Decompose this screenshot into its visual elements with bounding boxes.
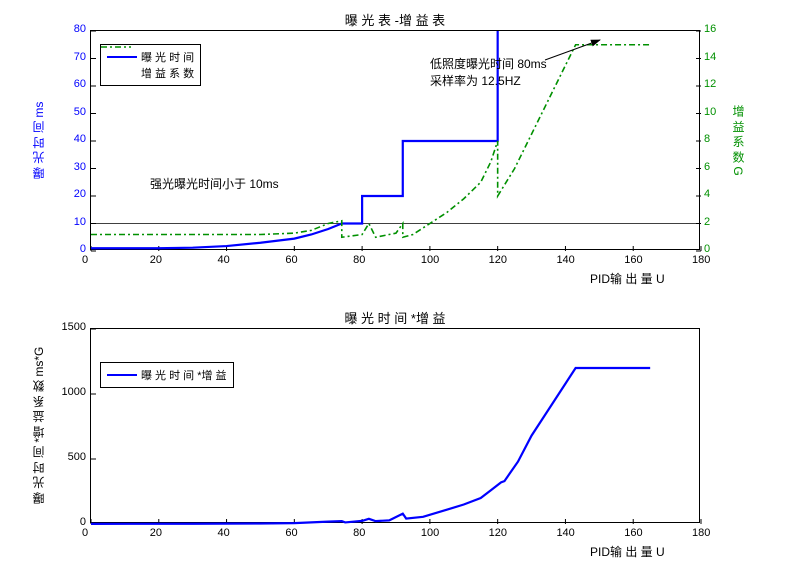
x-tick-label: 120 <box>489 254 507 266</box>
chart1-ylabel-right: 增 益 系 数 G <box>730 30 747 250</box>
x-tick-label: 60 <box>285 254 297 266</box>
chart2-ylabel-left: 曝 光 时 间 *增 益 系 数 ms*G <box>30 328 47 523</box>
legend-label: 曝 光 时 间 <box>141 49 194 65</box>
chart1-legend: 曝 光 时 间增 益 系 数 <box>100 44 201 86</box>
y-left-tick-label: 70 <box>74 51 86 63</box>
y-left-tick-label: 60 <box>74 78 86 90</box>
x-tick-label: 60 <box>285 527 297 539</box>
chart2-legend: 曝 光 时 间 *增 益 <box>100 362 234 388</box>
x-tick-label: 80 <box>353 527 365 539</box>
chart2-xlabel: PID输 出 量 U <box>590 543 665 560</box>
y-right-tick-label: 16 <box>704 23 716 35</box>
y-left-tick-label: 50 <box>74 106 86 118</box>
y-left-tick-label: 80 <box>74 23 86 35</box>
y-left-tick-label: 1000 <box>62 386 86 398</box>
y-left-tick-label: 30 <box>74 161 86 173</box>
x-tick-label: 180 <box>692 254 710 266</box>
y-left-tick-label: 10 <box>74 216 86 228</box>
x-tick-label: 0 <box>82 254 88 266</box>
y-right-tick-label: 14 <box>704 51 716 63</box>
x-tick-label: 180 <box>692 527 710 539</box>
y-right-tick-label: 10 <box>704 106 716 118</box>
y-left-tick-label: 0 <box>80 516 86 528</box>
y-left-tick-label: 20 <box>74 188 86 200</box>
y-left-tick-label: 1500 <box>62 321 86 333</box>
y-right-tick-label: 0 <box>704 243 710 255</box>
x-tick-label: 140 <box>556 527 574 539</box>
x-tick-label: 160 <box>624 527 642 539</box>
chart1-title: 曝 光 表 -增 益 表 <box>90 10 700 29</box>
x-tick-label: 20 <box>150 527 162 539</box>
y-right-tick-label: 6 <box>704 161 710 173</box>
y-right-tick-label: 2 <box>704 216 710 228</box>
x-tick-label: 80 <box>353 254 365 266</box>
legend-item: 增 益 系 数 <box>107 65 194 81</box>
legend-item: 曝 光 时 间 *增 益 <box>107 367 227 383</box>
y-right-tick-label: 8 <box>704 133 710 145</box>
x-tick-label: 40 <box>218 527 230 539</box>
x-tick-label: 0 <box>82 527 88 539</box>
annotation-text: 强光曝光时间小于 10ms <box>150 175 279 192</box>
x-tick-label: 20 <box>150 254 162 266</box>
y-left-tick-label: 40 <box>74 133 86 145</box>
legend-label: 增 益 系 数 <box>141 65 194 81</box>
x-tick-label: 160 <box>624 254 642 266</box>
chart2-plot-area <box>90 328 700 523</box>
y-right-tick-label: 4 <box>704 188 710 200</box>
series-曝光时间*增益 <box>91 368 650 524</box>
chart1-ylabel-left: 曝 光 时 间 ms <box>30 30 47 250</box>
annotation-text: 采样率为 12.5HZ <box>430 72 521 89</box>
y-left-tick-label: 500 <box>68 451 86 463</box>
annotation-text: 低照度曝光时间 80ms <box>430 55 547 72</box>
x-tick-label: 40 <box>218 254 230 266</box>
x-tick-label: 100 <box>421 254 439 266</box>
x-tick-label: 100 <box>421 527 439 539</box>
legend-label: 曝 光 时 间 *增 益 <box>141 367 227 383</box>
x-tick-label: 140 <box>556 254 574 266</box>
chart2-title: 曝 光 时 间 *增 益 <box>90 308 700 327</box>
legend-item: 曝 光 时 间 <box>107 49 194 65</box>
x-tick-label: 120 <box>489 527 507 539</box>
chart1-xlabel: PID输 出 量 U <box>590 270 665 287</box>
y-right-tick-label: 12 <box>704 78 716 90</box>
y-left-tick-label: 0 <box>80 243 86 255</box>
